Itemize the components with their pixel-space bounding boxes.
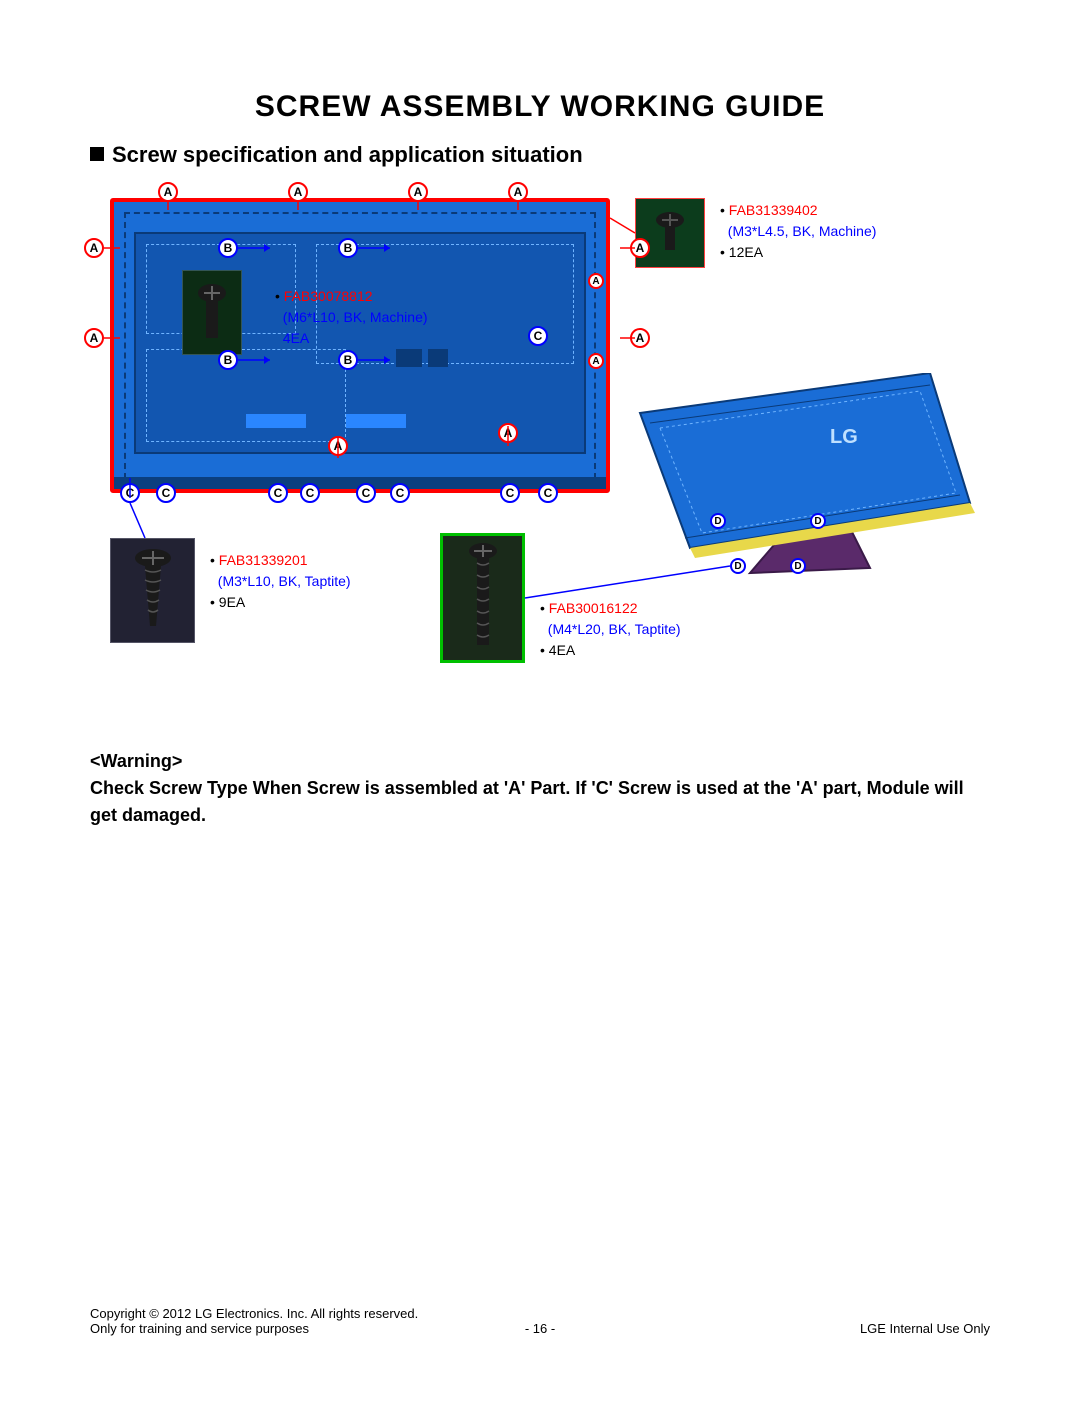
- callout-a: A: [84, 328, 104, 348]
- screw-d-spec: • FAB30016122 (M4*L20, BK, Taptite) • 4E…: [540, 598, 681, 661]
- screw-d-photo: [440, 533, 525, 663]
- callout-c: C: [500, 483, 520, 503]
- callout-b: B: [218, 238, 238, 258]
- page-root: SCREW ASSEMBLY WORKING GUIDE Screw speci…: [0, 0, 1080, 1406]
- callout-a: A: [288, 182, 308, 202]
- callout-c: C: [390, 483, 410, 503]
- callout-a: A: [508, 182, 528, 202]
- page-title: SCREW ASSEMBLY WORKING GUIDE: [90, 90, 990, 124]
- screw-b-dim: (M6*L10, BK, Machine): [283, 309, 428, 325]
- callout-c: C: [538, 483, 558, 503]
- pcb-chip: [346, 414, 406, 428]
- screw-d-dim: (M4*L20, BK, Taptite): [548, 621, 681, 637]
- screw-a-qty: 12EA: [729, 244, 763, 260]
- screw-b-photo: [182, 270, 242, 355]
- callout-a: A: [630, 328, 650, 348]
- page-subtitle: Screw specification and application situ…: [90, 142, 990, 168]
- page-footer: Copyright © 2012 LG Electronics. Inc. Al…: [90, 1306, 990, 1336]
- callout-d: D: [710, 513, 726, 529]
- callout-a: A: [84, 238, 104, 258]
- callout-a: A: [630, 238, 650, 258]
- screw-c-spec: • FAB31339201 (M3*L10, BK, Taptite) • 9E…: [210, 550, 351, 613]
- callout-d: D: [810, 513, 826, 529]
- callout-d: D: [790, 558, 806, 574]
- screw-a-spec: • FAB31339402 (M3*L4.5, BK, Machine) • 1…: [720, 200, 876, 263]
- callout-b: B: [218, 350, 238, 370]
- callout-a: A: [408, 182, 428, 202]
- warning-text: Check Screw Type When Screw is assembled…: [90, 775, 990, 829]
- screw-a-pn: FAB31339402: [729, 202, 818, 218]
- tv-perspective-panel: LG: [630, 373, 980, 583]
- callout-c: C: [528, 326, 548, 346]
- subtitle-text: Screw specification and application situ…: [112, 142, 583, 167]
- callout-d: D: [730, 558, 746, 574]
- screw-c-dim: (M3*L10, BK, Taptite): [218, 573, 351, 589]
- screw-d-qty: 4EA: [549, 642, 575, 658]
- callout-c: C: [300, 483, 320, 503]
- pcb-trace: [146, 349, 346, 442]
- callout-b: B: [338, 350, 358, 370]
- footer-copyright: Copyright © 2012 LG Electronics. Inc. Al…: [90, 1306, 418, 1321]
- assembly-diagram: LG • FAB31339402 (M3*L4.5, BK, Machine) …: [90, 178, 990, 708]
- screw-c-qty: 9EA: [219, 594, 245, 610]
- warning-block: <Warning> Check Screw Type When Screw is…: [90, 748, 990, 829]
- screw-d-pn: FAB30016122: [549, 600, 638, 616]
- callout-a: A: [328, 436, 348, 456]
- callout-b: B: [338, 238, 358, 258]
- callout-c: C: [156, 483, 176, 503]
- warning-heading: <Warning>: [90, 748, 990, 775]
- pcb-chip: [396, 349, 422, 367]
- screw-b-pn: FAB30078812: [284, 288, 373, 304]
- callout-a: A: [588, 273, 604, 289]
- callout-a: A: [158, 182, 178, 202]
- square-bullet-icon: [90, 147, 104, 161]
- screw-a-photo: [635, 198, 705, 268]
- callout-c: C: [356, 483, 376, 503]
- callout-a: A: [498, 423, 518, 443]
- screw-b-spec: • FAB30078812 (M6*L10, BK, Machine) 4EA: [275, 286, 428, 349]
- screw-a-dim: (M3*L4.5, BK, Machine): [728, 223, 877, 239]
- callout-c: C: [120, 483, 140, 503]
- screw-c-pn: FAB31339201: [219, 552, 308, 568]
- svg-text:LG: LG: [830, 426, 858, 448]
- callout-a: A: [588, 353, 604, 369]
- pcb-chip: [246, 414, 306, 428]
- footer-page: - 16 -: [90, 1321, 990, 1336]
- callout-c: C: [268, 483, 288, 503]
- screw-b-qty: 4EA: [283, 330, 309, 346]
- pcb-chip: [428, 349, 448, 367]
- screw-c-photo: [110, 538, 195, 643]
